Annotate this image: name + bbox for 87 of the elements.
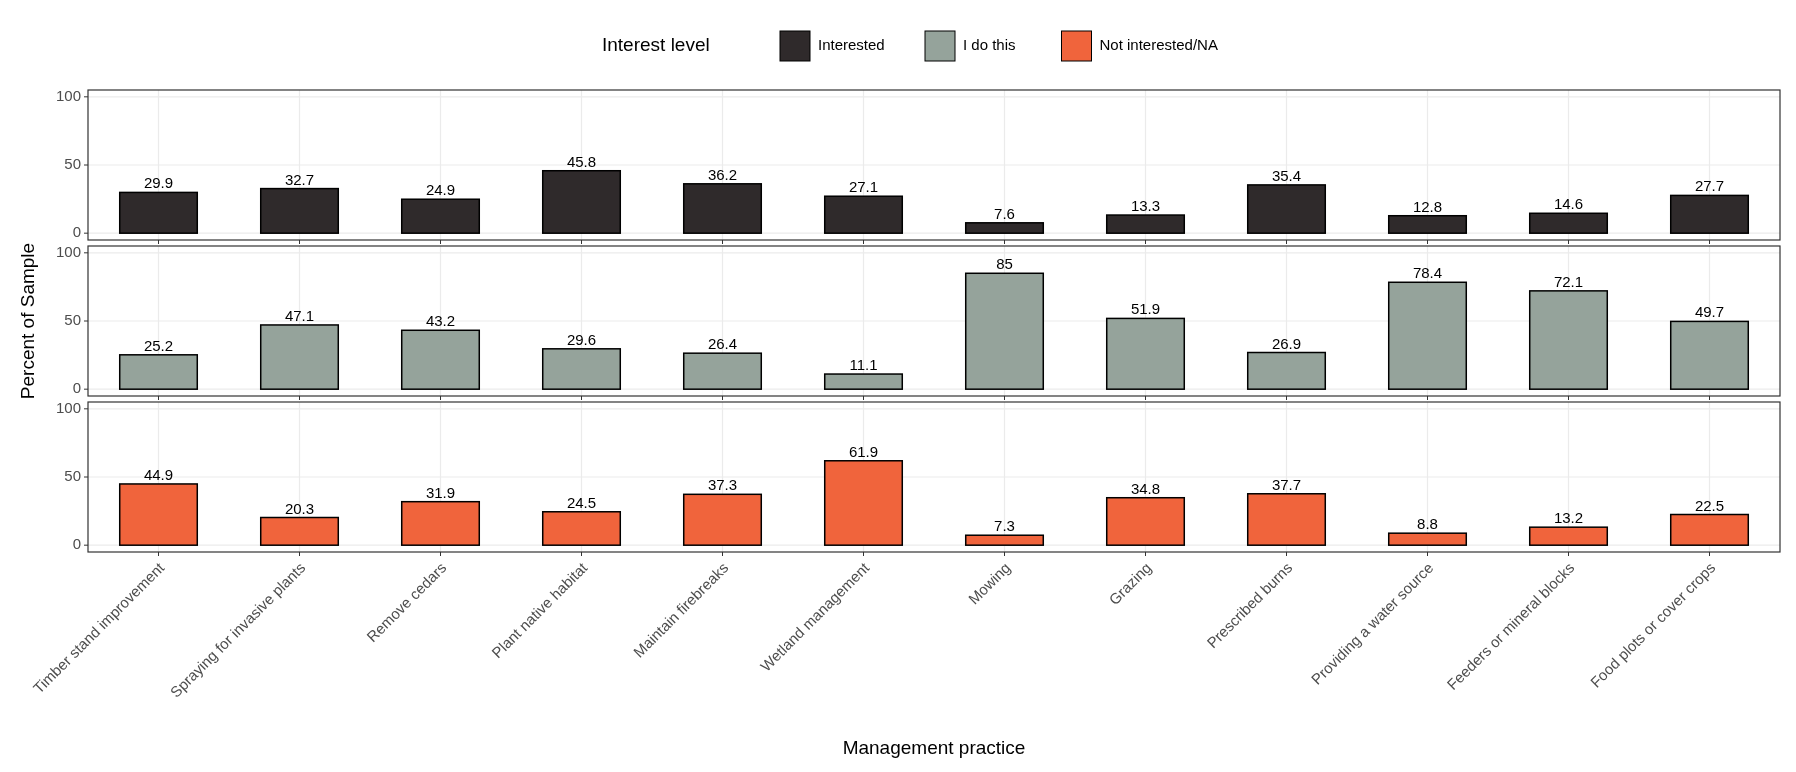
data-label: 72.1 [1553, 272, 1584, 290]
bar [1246, 184, 1327, 234]
data-label: 47.1 [284, 306, 315, 324]
bar [1669, 194, 1750, 234]
data-label: 85 [996, 255, 1013, 273]
bar [964, 222, 1045, 234]
y-axis-title: Percent of Sample [17, 242, 38, 400]
data-label: 14.6 [1553, 195, 1584, 213]
bar [541, 511, 622, 546]
y-tick-label: 0 [72, 535, 81, 553]
bar [1105, 214, 1186, 234]
data-label: 26.4 [707, 335, 738, 353]
bar [259, 516, 340, 546]
data-label: 37.3 [707, 476, 738, 494]
bar [1669, 513, 1750, 546]
data-label: 44.9 [143, 465, 174, 483]
bar [823, 460, 904, 546]
legend-label: Interested [818, 35, 885, 53]
data-label: 34.8 [1130, 479, 1161, 497]
bar [1246, 351, 1327, 390]
bar [964, 272, 1045, 390]
bar [118, 483, 199, 546]
data-label: 13.3 [1130, 197, 1161, 215]
data-label: 78.4 [1412, 264, 1443, 282]
data-label: 13.2 [1553, 509, 1584, 527]
bar [259, 324, 340, 390]
data-label: 27.1 [848, 178, 879, 196]
data-label: 24.5 [566, 493, 597, 511]
data-label: 11.1 [849, 356, 878, 374]
y-tick-label: 50 [64, 310, 81, 328]
bar [1105, 317, 1186, 390]
bar [1246, 493, 1327, 546]
data-label: 32.7 [284, 170, 315, 188]
bar [118, 191, 199, 234]
bar [541, 169, 622, 234]
bar [823, 195, 904, 234]
bar [1387, 532, 1468, 546]
y-tick-label: 0 [72, 223, 81, 241]
y-tick-label: 100 [55, 398, 81, 416]
bar [400, 198, 481, 234]
y-tick-label: 50 [64, 154, 81, 172]
bar [400, 500, 481, 546]
data-label: 43.2 [425, 312, 456, 330]
bar [682, 493, 763, 546]
bar [1669, 320, 1750, 390]
x-axis-title: Management practice [842, 737, 1026, 758]
y-tick-label: 100 [55, 242, 81, 260]
data-label: 22.5 [1694, 496, 1725, 514]
data-label: 7.6 [994, 204, 1015, 222]
data-label: 61.9 [848, 442, 879, 460]
data-label: 8.8 [1417, 515, 1438, 533]
data-label: 37.7 [1271, 475, 1302, 493]
data-label: 25.2 [143, 336, 174, 354]
legend-label: I do this [963, 35, 1016, 53]
data-label: 45.8 [566, 152, 597, 170]
data-label: 29.6 [566, 330, 597, 348]
data-label: 12.8 [1412, 197, 1443, 215]
y-tick-label: 0 [72, 379, 81, 397]
data-label: 24.9 [425, 181, 456, 199]
data-label: 49.7 [1694, 303, 1725, 321]
bar [1105, 496, 1186, 546]
bar [1528, 526, 1609, 546]
legend-title: Interest level [602, 34, 710, 56]
bar [1528, 212, 1609, 234]
data-label: 31.9 [425, 483, 456, 501]
bar [1528, 290, 1609, 390]
bar [541, 348, 622, 390]
data-label: 51.9 [1130, 300, 1161, 318]
bar [259, 187, 340, 234]
data-label: 36.2 [707, 165, 738, 183]
data-label: 27.7 [1694, 177, 1725, 195]
bar [682, 183, 763, 234]
bar [400, 329, 481, 390]
y-tick-label: 100 [55, 86, 81, 104]
y-tick-label: 50 [64, 466, 81, 484]
bar [823, 373, 904, 390]
bar [964, 534, 1045, 546]
data-label: 35.4 [1271, 166, 1302, 184]
bar [1387, 214, 1468, 234]
bar [682, 352, 763, 390]
data-label: 26.9 [1271, 334, 1302, 352]
bar [118, 354, 199, 390]
data-label: 7.3 [994, 517, 1015, 535]
data-label: 29.9 [143, 174, 174, 192]
data-label: 20.3 [284, 499, 315, 517]
bar [1387, 281, 1468, 390]
legend-label: Not interested/NA [1099, 35, 1218, 53]
